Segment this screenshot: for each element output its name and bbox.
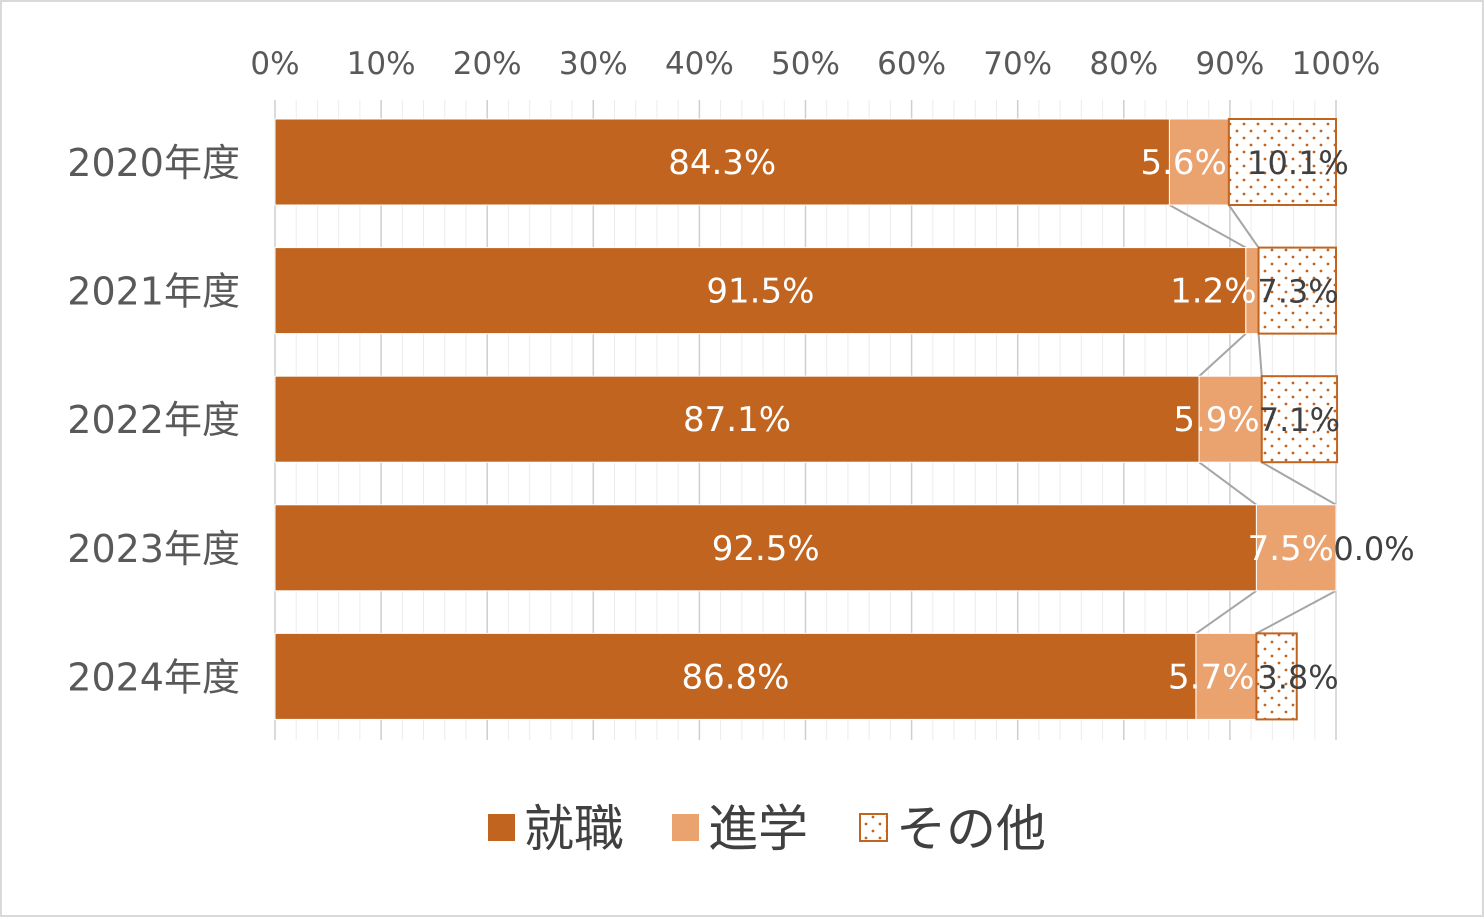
series-line [1198, 461, 1258, 506]
series-line [1198, 332, 1247, 377]
x-tick-label: 50% [771, 46, 840, 82]
bar-segment-other [1255, 632, 1298, 721]
x-tick-label: 80% [1089, 46, 1158, 82]
series-line [1228, 204, 1260, 249]
x-tick-label: 40% [665, 46, 734, 82]
category-label: 2020年度 [67, 141, 240, 185]
bar-segment-further-study [1255, 504, 1337, 592]
x-tick-label: 100% [1292, 46, 1381, 82]
legend-swatch [488, 814, 515, 841]
x-tick-label: 90% [1195, 46, 1264, 82]
data-label: 84.3% [668, 143, 776, 183]
x-tick-label: 60% [877, 46, 946, 82]
legend-swatch [859, 813, 888, 842]
data-label: 7.3% [1257, 273, 1338, 311]
category-label: 2021年度 [67, 270, 240, 314]
legend-label: 就職 [524, 800, 624, 858]
x-tick-label: 10% [347, 46, 416, 82]
data-label: 1.2% [1170, 272, 1256, 312]
series-lines [1168, 204, 1337, 635]
series-line [1261, 461, 1337, 506]
series-line [1168, 204, 1247, 249]
bar-segment-employment [274, 247, 1247, 335]
legend-label: 進学 [708, 800, 808, 858]
data-label: 5.9% [1173, 400, 1259, 440]
data-label: 91.5% [706, 272, 814, 312]
data-label: 87.1% [683, 400, 791, 440]
series-line [1195, 589, 1258, 635]
x-tick-label: 70% [983, 46, 1052, 82]
bar-segment-employment [274, 504, 1257, 592]
bars [274, 118, 1339, 721]
data-label: 7.5% [1248, 529, 1334, 569]
category-label: 2024年度 [67, 655, 240, 699]
data-label: 92.5% [712, 529, 820, 569]
data-label: 5.6% [1140, 143, 1226, 183]
data-label: 86.8% [681, 657, 789, 697]
data-label: 10.1% [1247, 144, 1349, 182]
bar-segment-further-study [1198, 375, 1263, 463]
bar-segment-employment [274, 632, 1197, 720]
legend-label: その他 [896, 800, 1046, 858]
category-labels: 2020年度 2021年度 2022年度 2023年度 2024年度 [67, 141, 240, 699]
bar-segment-further-study [1195, 632, 1257, 720]
category-label: 2023年度 [67, 527, 240, 571]
bar-segment-other [1227, 118, 1337, 206]
x-tick-label: 20% [453, 46, 522, 82]
bar-segment-other [1260, 375, 1339, 464]
bar-segment-further-study [1168, 118, 1230, 206]
data-label: 0.0% [1333, 530, 1414, 568]
series-line [1257, 333, 1263, 377]
data-label: 5.7% [1168, 657, 1254, 697]
x-tick-label: 30% [559, 46, 628, 82]
data-label: 7.1% [1259, 401, 1340, 439]
category-label: 2022年度 [67, 398, 240, 442]
data-label: 3.8% [1257, 658, 1338, 696]
x-axis-ticks: 0% 10% 20% 30% 40% 50% 60% 70% 80% 90% 100% [250, 46, 1380, 82]
bar-segment-employment [274, 118, 1170, 206]
data-labels: 84.3% 5.6% 10.1% 91.5% 1.2% 7.3% 87.1% 5.9% 7.1%… [668, 143, 1414, 697]
legend-swatch [672, 814, 699, 841]
bar-segment-other [1257, 246, 1337, 335]
series-line [1255, 589, 1337, 635]
legend: 就職 進学 その他 [488, 800, 1046, 858]
x-tick-label: 0% [250, 46, 299, 82]
bar-segment-employment [274, 375, 1200, 463]
